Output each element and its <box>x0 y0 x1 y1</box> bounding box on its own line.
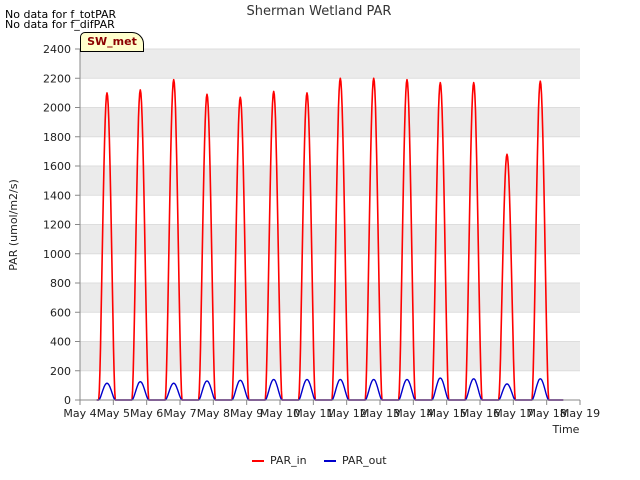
y-tick-label: 1200 <box>43 219 71 232</box>
y-tick-label: 800 <box>50 277 71 290</box>
legend-item-par-in: PAR_in <box>252 454 307 467</box>
x-tick-label: May 12 <box>327 407 367 420</box>
legend-label-par-in: PAR_in <box>270 454 307 467</box>
x-tick-label: May 10 <box>260 407 300 420</box>
y-tick-label: 1800 <box>43 131 71 144</box>
x-tick-label: May 18 <box>527 407 567 420</box>
y-tick-label: 200 <box>50 365 71 378</box>
legend-swatch-par-in <box>252 460 264 462</box>
grid-band <box>80 341 580 371</box>
chart-title: Sherman Wetland PAR <box>247 4 392 19</box>
y-tick-label: 1600 <box>43 160 71 173</box>
x-tick-label: May 6 <box>130 407 163 420</box>
x-axis-label: Time <box>552 423 580 436</box>
legend-item-par-out: PAR_out <box>324 454 387 467</box>
y-tick-label: 400 <box>50 336 71 349</box>
x-tick-label: May 19 <box>560 407 600 420</box>
site-badge: SW_met <box>80 32 144 52</box>
y-tick-label: 1000 <box>43 248 71 261</box>
grid-band <box>80 224 580 254</box>
x-tick-label: May 17 <box>493 407 533 420</box>
legend-label-par-out: PAR_out <box>342 454 387 467</box>
x-tick-label: May 13 <box>360 407 400 420</box>
y-tick-label: 2000 <box>43 102 71 115</box>
legend-swatch-par-out <box>324 460 336 462</box>
y-tick-label: 600 <box>50 306 71 319</box>
grid-band <box>80 166 580 196</box>
x-tick-label: May 16 <box>460 407 500 420</box>
y-tick-label: 1400 <box>43 189 71 202</box>
x-tick-label: May 8 <box>197 407 230 420</box>
note-no-difpar: No data for f_difPAR <box>5 18 115 31</box>
y-tick-label: 2400 <box>43 43 71 56</box>
x-tick-label: May 15 <box>427 407 467 420</box>
y-tick-label: 0 <box>64 394 71 407</box>
note-no-totpar: No data for f_totPAR <box>5 8 117 21</box>
x-tick-label: May 5 <box>97 407 130 420</box>
x-tick-label: May 11 <box>293 407 333 420</box>
y-tick-label: 2200 <box>43 72 71 85</box>
x-tick-label: May 4 <box>63 407 96 420</box>
y-axis-label: PAR (umol/m2/s) <box>7 179 20 271</box>
grid-band <box>80 49 580 79</box>
grid-band <box>80 107 580 137</box>
x-tick-label: May 7 <box>163 407 196 420</box>
x-tick-label: May 9 <box>230 407 263 420</box>
grid-band <box>80 283 580 313</box>
x-tick-label: May 14 <box>393 407 433 420</box>
